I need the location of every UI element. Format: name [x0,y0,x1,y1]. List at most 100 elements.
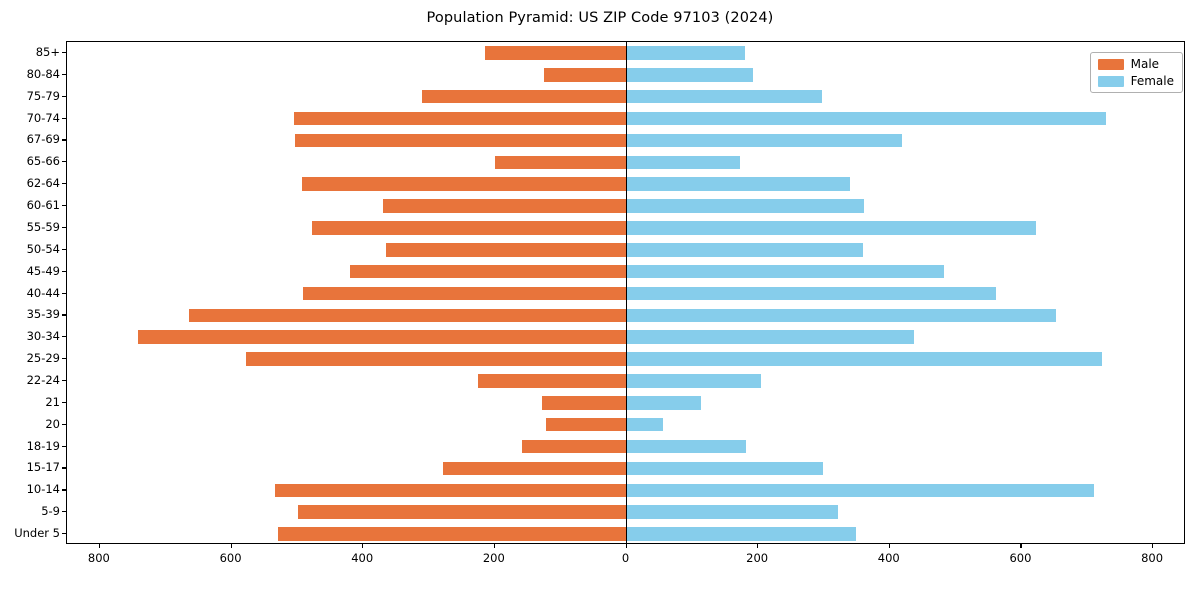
y-axis-tick-label: 67-69 [26,132,60,147]
y-axis-tick [62,336,66,338]
y-axis-tick-label: 70-74 [26,110,60,125]
pyramid-row [67,89,1184,104]
y-axis-tick-label: 25-29 [26,351,60,366]
y-axis-tick [62,489,66,491]
y-axis-tick-label: 35-39 [26,307,60,322]
bar-male [546,417,627,432]
bar-male [350,264,627,279]
bar-female [626,439,746,454]
pyramid-row [67,417,1184,432]
pyramid-row [67,352,1184,366]
legend-swatch-icon [1097,58,1124,70]
bar-male [138,330,627,344]
pyramid-row [67,133,1184,148]
legend-label: Female [1130,74,1174,88]
x-axis-tick-label: 200 [746,551,769,565]
pyramid-row [67,483,1184,498]
bar-female [626,527,856,541]
bar-male [478,374,627,388]
y-axis-tick-label: 62-64 [26,176,60,191]
bar-male [302,286,627,301]
pyramid-row [67,330,1184,344]
bar-male [275,483,627,498]
pyramid-row [67,308,1184,323]
pyramid-row [67,374,1184,388]
bar-female [626,68,753,82]
y-axis-tick-label: 10-14 [26,482,60,497]
bar-male [422,89,627,104]
plot-area [66,41,1185,544]
bar-female [626,242,863,257]
x-axis-tick [230,544,232,548]
y-axis-tick-label: 85+ [35,44,60,59]
bar-male [543,68,627,82]
x-axis-tick [625,544,627,548]
x-axis-tick-label: 400 [351,551,374,565]
pyramid-row [67,68,1184,82]
chart-legend: Male Female [1089,52,1183,93]
y-axis-tick [62,511,66,513]
y-axis-tick [62,314,66,316]
bar-male [246,352,627,366]
x-axis-tick-label: 0 [621,551,630,565]
chart-title: Population Pyramid: US ZIP Code 97103 (2… [426,10,774,26]
x-axis-tick-label: 600 [219,551,242,565]
bar-male [382,199,627,213]
y-axis-tick [62,401,66,404]
pyramid-row [67,221,1184,235]
pyramid-row [67,199,1184,213]
x-axis-tick [888,544,890,548]
pyramid-row [67,111,1184,126]
bar-male [295,133,627,148]
x-axis-tick [757,544,759,548]
y-axis-tick-label: 75-79 [26,88,60,103]
pyramid-row [67,177,1184,191]
y-axis-tick-label: 18-19 [26,438,60,453]
bar-male [294,111,627,126]
bar-male [542,396,627,410]
y-axis-tick [62,423,66,425]
bar-female [626,89,822,104]
x-axis-tick-label: 400 [877,551,900,565]
y-axis-tick [62,117,66,119]
bar-female [626,221,1036,235]
bar-female [626,111,1107,126]
y-axis-tick [62,445,66,447]
legend-item-female[interactable]: Female [1097,74,1174,88]
zero-axis-line [625,42,628,543]
y-axis-tick [62,95,66,97]
pyramid-row [67,396,1184,410]
pyramid-row [67,286,1184,301]
bar-male [521,439,627,454]
y-axis-tick [62,226,66,229]
y-axis-tick [62,467,66,469]
y-axis-tick-label: 65-66 [26,154,60,169]
y-axis-tick [62,161,66,163]
y-axis-tick [62,270,66,272]
bar-female [626,483,1094,498]
y-axis-tick [62,73,66,75]
y-axis-tick [62,533,66,535]
bar-female [626,396,701,410]
pyramid-row [67,242,1184,257]
bar-male [278,527,627,541]
y-axis-tick [62,292,66,294]
bar-female [626,46,745,60]
bar-female [626,286,997,301]
y-axis-tick-label: 55-59 [26,219,60,234]
y-axis-tick-label: 20 [45,416,60,431]
bar-female [626,177,851,191]
pyramid-row [67,264,1184,279]
bar-female [626,352,1102,366]
bar-male [188,308,627,323]
bar-female [626,461,823,476]
y-axis-tick-label: Under 5 [14,526,60,541]
legend-label: Male [1130,57,1160,71]
y-axis-tick-label: 40-44 [26,285,60,300]
x-axis-tick-label: 600 [1009,551,1032,565]
legend-item-male[interactable]: Male [1097,57,1174,71]
y-axis-tick [62,139,66,141]
y-axis-tick-label: 50-54 [26,241,60,256]
bar-female [626,133,903,148]
